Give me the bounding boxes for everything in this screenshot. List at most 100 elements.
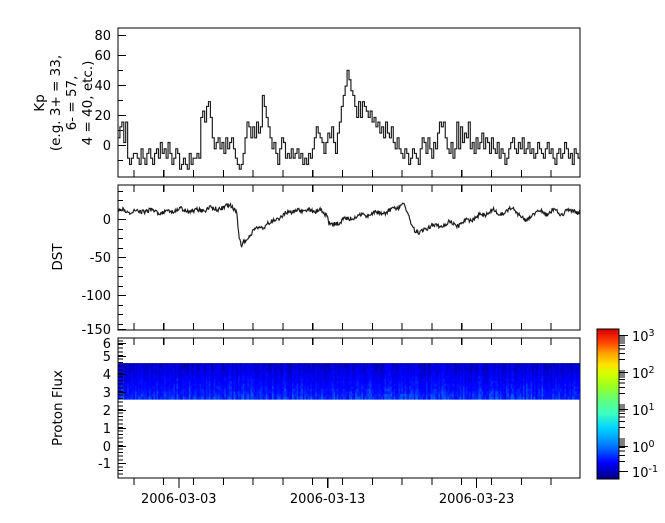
- spectrogram-cell: [496, 363, 499, 367]
- spectrogram-cell: [222, 381, 225, 385]
- spectrogram-cell: [519, 365, 523, 369]
- spectrogram-cell: [349, 378, 352, 382]
- spectrogram-cell: [464, 370, 467, 374]
- spectrogram-cell: [526, 370, 529, 374]
- spectrogram-cell: [452, 386, 455, 390]
- spectrogram-cell: [504, 383, 507, 387]
- spectrogram-cell: [487, 393, 490, 398]
- spectrogram-cell: [469, 378, 472, 382]
- spectrogram-cell: [301, 365, 304, 369]
- spectrogram-cell: [372, 386, 375, 390]
- spectrogram-cell: [395, 386, 398, 390]
- spectrogram-cell: [158, 388, 161, 392]
- spectrogram-cell: [213, 378, 216, 382]
- spectrogram-cell: [355, 370, 358, 374]
- spectrogram-cell: [410, 363, 413, 367]
- spectrogram-cell: [426, 370, 429, 374]
- spectrogram-cell: [248, 381, 252, 385]
- spectrogram-cell: [561, 378, 564, 382]
- spectrogram-cell: [418, 370, 421, 374]
- spectrogram-cell: [222, 368, 225, 372]
- spectrogram-cell: [475, 388, 478, 392]
- spectrogram-cell: [134, 378, 138, 382]
- spectrogram-cell: [513, 391, 516, 395]
- spectrogram-cell: [222, 370, 225, 374]
- spectrogram-cell: [302, 391, 305, 395]
- spectrogram-cell: [153, 375, 156, 380]
- spectrogram-cell: [270, 370, 273, 374]
- spectrogram-cell: [418, 391, 421, 395]
- spectrogram-cell: [265, 386, 268, 390]
- spectrogram-cell: [128, 370, 131, 374]
- spectrogram-cell: [147, 368, 150, 372]
- spectrogram-cell: [336, 378, 339, 382]
- spectrogram-cell: [244, 396, 247, 400]
- spectrogram-cell: [350, 381, 353, 385]
- spectrogram-cell: [145, 391, 148, 395]
- spectrogram-cell: [211, 383, 215, 387]
- spectrogram-cell: [299, 378, 302, 382]
- spectrogram-cell: [539, 363, 543, 367]
- spectrogram-cell: [267, 378, 270, 382]
- spectrogram-cell: [124, 363, 127, 367]
- spectrogram-cell: [136, 386, 139, 390]
- spectrogram-cell: [225, 391, 228, 395]
- spectrogram-cell: [165, 363, 168, 367]
- spectrogram-cell: [224, 386, 227, 390]
- spectrogram-cell: [441, 363, 444, 367]
- spectrogram-cell: [369, 378, 372, 382]
- spectrogram-cell: [255, 383, 258, 387]
- spectrogram-cell: [515, 363, 518, 367]
- spectrogram-cell: [133, 363, 136, 367]
- spectrogram-cell: [276, 396, 279, 400]
- spectrogram-cell: [487, 370, 490, 374]
- spectrogram-cell: [419, 363, 422, 367]
- spectrogram-cell: [509, 375, 512, 380]
- spectrogram-cell: [387, 365, 390, 369]
- spectrogram-cell: [299, 373, 302, 377]
- spectrogram-cell: [509, 386, 512, 390]
- spectrogram-cell: [495, 381, 498, 385]
- spectrogram-cell: [221, 368, 224, 372]
- spectrogram-cell: [501, 368, 504, 372]
- spectrogram-cell: [385, 375, 389, 380]
- spectrogram-cell: [296, 381, 299, 385]
- spectrogram-cell: [566, 383, 569, 387]
- spectrogram-cell: [190, 378, 193, 382]
- spectrogram-cell: [196, 383, 199, 387]
- spectrogram-cell: [316, 378, 319, 382]
- spectrogram-cell: [379, 368, 382, 372]
- spectrogram-cell: [179, 386, 182, 390]
- spectrogram-cell: [490, 368, 493, 372]
- spectrogram-cell: [361, 381, 364, 385]
- spectrogram-cell: [319, 370, 322, 374]
- spectrogram-cell: [278, 370, 281, 374]
- spectrogram-cell: [384, 368, 387, 372]
- spectrogram-cell: [476, 396, 479, 400]
- spectrogram-cell: [369, 373, 372, 377]
- svg-text:101: 101: [632, 402, 655, 419]
- spectrogram-cell: [404, 386, 407, 390]
- spectrogram-cell: [559, 386, 563, 390]
- spectrogram-cell: [575, 368, 578, 372]
- spectrogram-cell: [122, 393, 125, 398]
- spectrogram-cell: [267, 393, 270, 398]
- spectrogram-cell: [228, 365, 232, 369]
- spectrogram-cell: [230, 378, 233, 382]
- spectrogram-cell: [418, 363, 421, 367]
- spectrogram-cell: [235, 381, 238, 385]
- spectrogram-cell: [342, 375, 345, 380]
- spectrogram-cell: [344, 375, 347, 380]
- spectrogram-cell: [262, 370, 265, 374]
- spectrogram-cell: [481, 363, 484, 367]
- spectrogram-cell: [208, 393, 211, 398]
- spectrogram-cell: [496, 381, 499, 385]
- spectrogram-cell: [461, 375, 464, 380]
- spectrogram-cell: [444, 383, 447, 387]
- spectrogram-cell: [446, 391, 449, 395]
- spectrogram-cell: [285, 391, 288, 395]
- spectrogram-cell: [296, 388, 299, 392]
- spectrogram-cell: [544, 375, 547, 380]
- spectrogram-cell: [376, 383, 379, 387]
- spectrogram-cell: [359, 393, 362, 398]
